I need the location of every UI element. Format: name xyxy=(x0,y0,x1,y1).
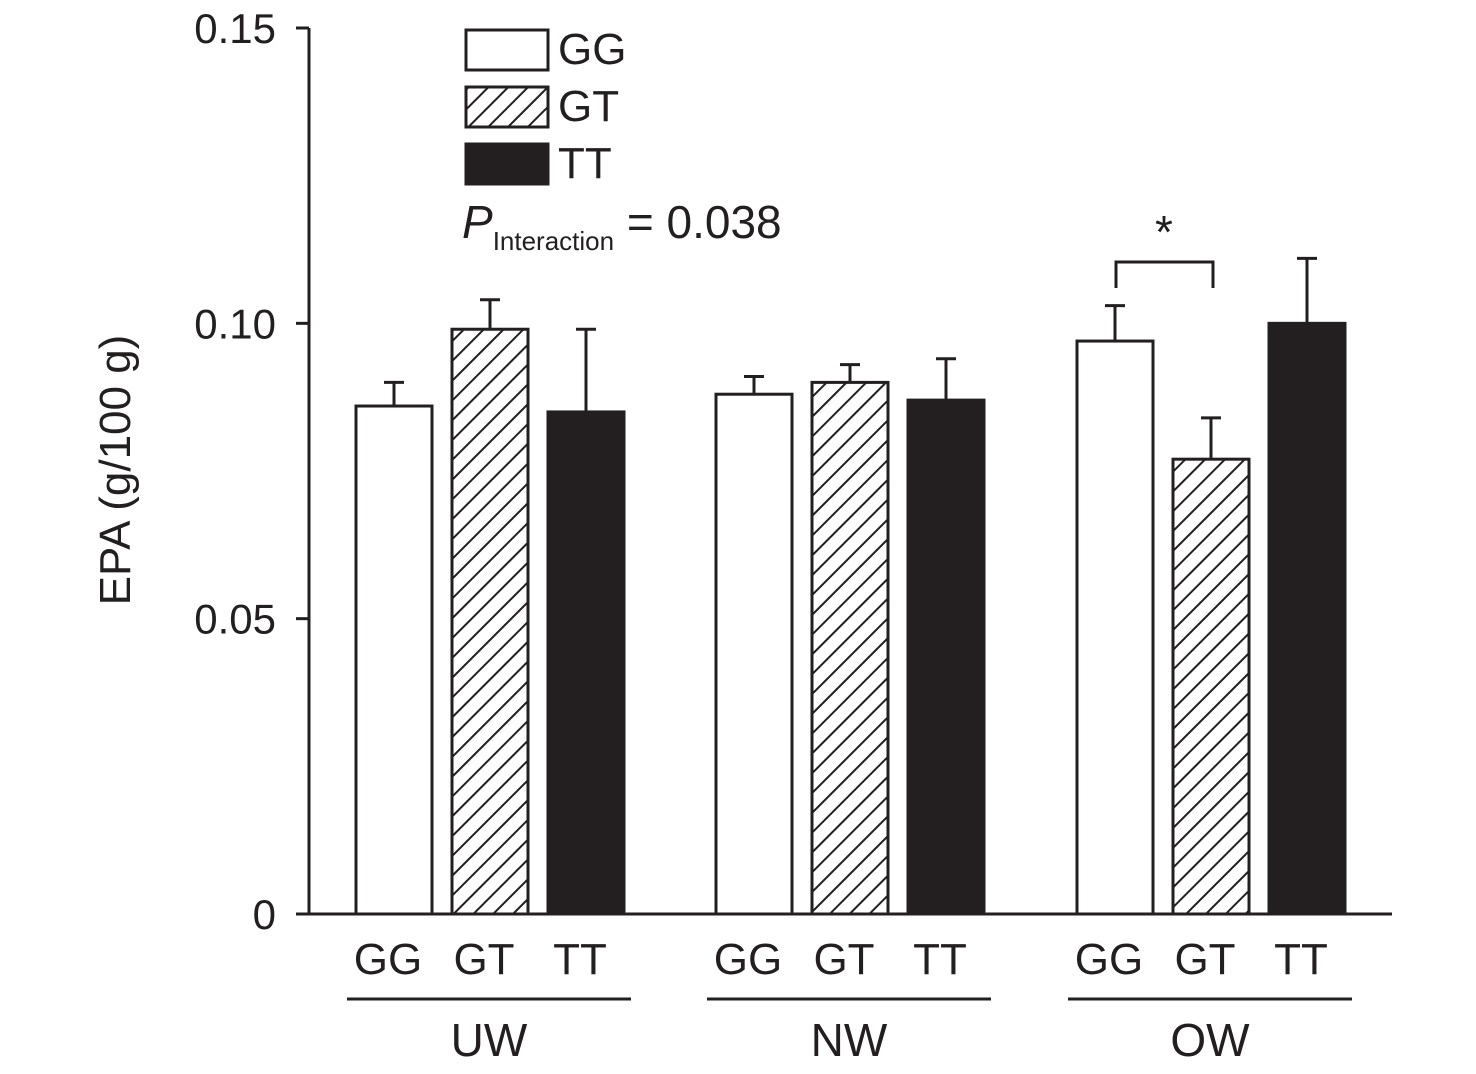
category-label: TT xyxy=(1274,935,1328,984)
legend-swatch-gt xyxy=(464,85,550,129)
bar-ow-gt xyxy=(1171,457,1251,916)
bar-uw-gg xyxy=(354,404,434,916)
p-interaction-annotation: PInteraction = 0.038 xyxy=(462,196,782,256)
category-label: GT xyxy=(813,935,874,984)
category-label: GT xyxy=(453,935,514,984)
legend-label-gt: GT xyxy=(558,82,619,131)
bar-nw-gt xyxy=(810,380,890,916)
bar-uw-tt xyxy=(546,410,626,916)
significance-star: * xyxy=(1155,206,1173,258)
bar-nw-gg xyxy=(714,392,794,916)
bar-ow-tt xyxy=(1267,321,1347,916)
category-label: GG xyxy=(354,935,422,984)
bracket-line xyxy=(1114,260,1215,288)
category-label: TT xyxy=(913,935,967,984)
y-tick-label: 0.10 xyxy=(194,300,276,347)
bar-nw-tt xyxy=(906,398,986,916)
group-labels: UW NW OW xyxy=(347,997,1352,1066)
group-label-ow: OW xyxy=(1170,1014,1250,1066)
category-label: GG xyxy=(714,935,782,984)
p-subscript: Interaction xyxy=(493,226,614,256)
y-tick-label: 0.05 xyxy=(194,596,276,643)
category-label: TT xyxy=(553,935,607,984)
group-label-uw: UW xyxy=(451,1014,528,1066)
bars xyxy=(354,321,1347,916)
category-label: GG xyxy=(1075,935,1143,984)
y-tick-label: 0.15 xyxy=(194,5,276,52)
legend: GG GT TT xyxy=(464,25,626,188)
legend-label-tt: TT xyxy=(558,139,612,188)
y-ticks: 0 0.05 0.10 0.15 xyxy=(194,5,309,938)
group-label-nw: NW xyxy=(811,1014,888,1066)
bar-uw-gt xyxy=(450,327,530,916)
legend-swatch-tt xyxy=(464,142,550,186)
category-labels: GG GT TT GG GT TT GG GT TT xyxy=(354,935,1328,984)
legend-label-gg: GG xyxy=(558,25,626,74)
legend-swatch-gg xyxy=(464,28,550,72)
y-tick-label: 0 xyxy=(253,891,276,938)
y-axis-title: EPA (g/100 g) xyxy=(91,335,140,606)
p-symbol: P xyxy=(462,196,493,248)
error-bars xyxy=(384,256,1317,460)
category-label: GT xyxy=(1174,935,1235,984)
significance-bracket: * xyxy=(1114,206,1215,288)
bar-ow-gg xyxy=(1075,339,1155,916)
p-value: = 0.038 xyxy=(614,196,782,248)
